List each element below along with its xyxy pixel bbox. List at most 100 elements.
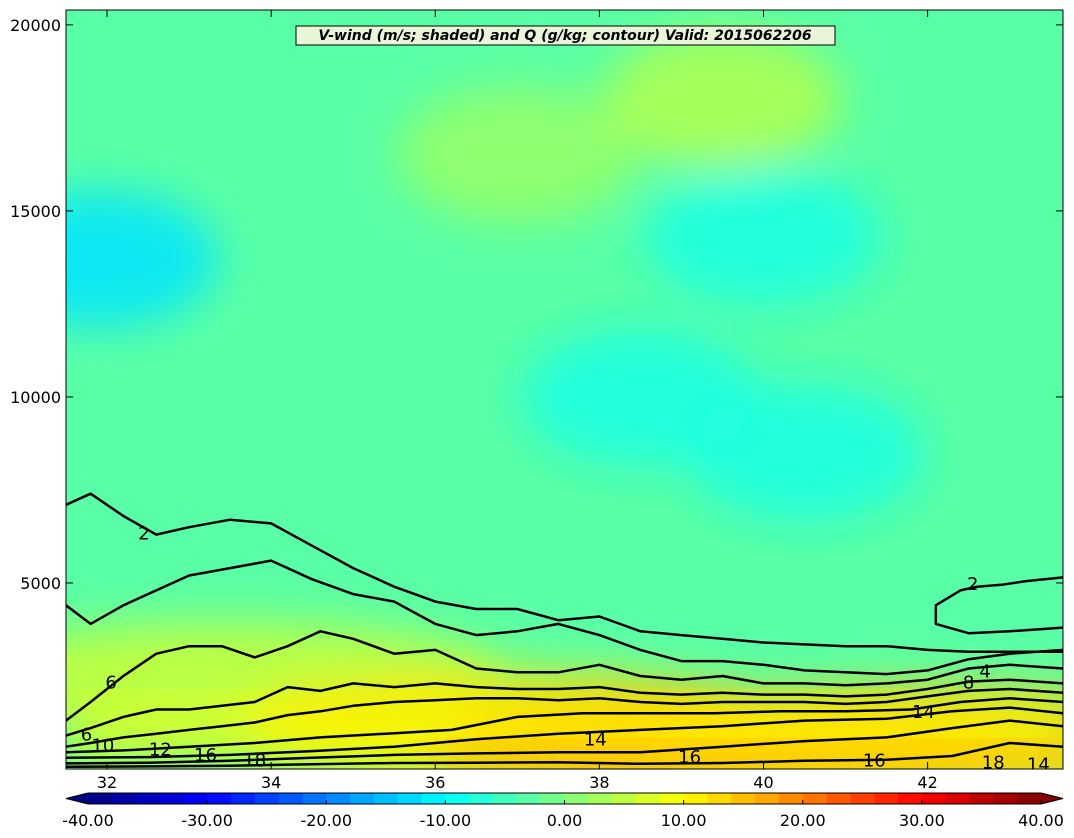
x-tick-label-0: 32 <box>97 773 117 792</box>
colorbar-bin-26 <box>707 793 732 804</box>
colorbar-bin-19 <box>540 793 565 804</box>
contour-label-6: 10 <box>91 736 114 757</box>
colorbar-bin-37 <box>969 793 994 804</box>
contour-label-8: 14 <box>584 729 607 750</box>
x-tick-label-3: 38 <box>589 773 609 792</box>
colorbar-bin-27 <box>731 793 756 804</box>
colorbar-bin-36 <box>945 793 971 804</box>
colorbar-bin-35 <box>921 793 947 804</box>
x-tick-label-1: 34 <box>261 773 281 792</box>
contour-labels: 2 2 4 6 6 8 10 12 14 14 14 16 16 16 18 18 <box>81 524 1050 775</box>
colorbar-bin-34 <box>898 793 923 804</box>
chart-title-box: V-wind (m/s; shaded) and Q (g/kg; contou… <box>295 25 836 46</box>
colorbar-bin-23 <box>635 793 661 804</box>
colorbar-bin-39 <box>1017 793 1042 804</box>
contour-line-4-2 <box>66 559 1063 676</box>
colorbar-tick-label-3: -10.00 <box>420 811 472 830</box>
colorbar-bin-24 <box>659 793 685 804</box>
colorbar-tick-label-2: -20.00 <box>300 811 352 830</box>
colorbar-bin-28 <box>755 793 780 804</box>
colorbar-extend-low <box>66 793 88 804</box>
colorbar-extend-high <box>1041 793 1063 804</box>
colorbar-tick-label-5: 10.00 <box>661 811 707 830</box>
colorbar-bin-20 <box>564 793 589 804</box>
colorbar-bin-5 <box>207 793 232 804</box>
contour-label-2: 4 <box>979 661 990 682</box>
colorbar-bin-0 <box>88 793 113 804</box>
colorbar-bin-4 <box>183 793 208 804</box>
x-tick-label-5: 42 <box>917 773 937 792</box>
contour-label-14: 18 <box>243 751 266 772</box>
contour-label-4: 6 <box>81 725 92 746</box>
contour-line-8-4 <box>66 678 1063 737</box>
contour-line-10-5 <box>66 687 1063 748</box>
colorbar-bin-11 <box>350 793 375 804</box>
colorbar-bin-22 <box>612 793 637 804</box>
shaded-surface-band <box>435 742 1063 769</box>
colorbar-bin-30 <box>802 793 828 804</box>
colorbar-tick-label-6: 20.00 <box>780 811 826 830</box>
y-tick-label-1: 10000 <box>10 388 61 407</box>
contour-label-0: 2 <box>138 524 149 545</box>
colorbar-bin-10 <box>326 793 351 804</box>
colorbar-bin-14 <box>421 793 446 804</box>
y-tick-label-0: 5000 <box>20 574 61 593</box>
colorbar-bin-31 <box>826 793 851 804</box>
shaded-feature-3 <box>643 168 884 306</box>
colorbar-tick-label-0: -40.00 <box>62 811 114 830</box>
shaded-feature-0 <box>66 190 219 328</box>
contour-label-15: 18 <box>982 752 1005 773</box>
colorbar-bin-1 <box>111 793 137 804</box>
shaded-feature-2 <box>684 384 925 522</box>
contour-lines <box>66 492 1063 769</box>
contour-line-14-7 <box>66 706 1063 760</box>
colorbar-bin-16 <box>469 793 494 804</box>
colorbar-bin-21 <box>588 793 613 804</box>
title-background <box>295 25 836 46</box>
colorbar: -40.00 -30.00 -20.00 -10.00 0.00 10.00 20.00 30… <box>62 792 1064 830</box>
x-tick-label-2: 36 <box>425 773 445 792</box>
contour-label-13: 16 <box>863 751 886 772</box>
x-tick-label-4: 40 <box>753 773 773 792</box>
colorbar-bin-18 <box>516 793 542 804</box>
contour-label-1: 2 <box>967 574 978 595</box>
contour-line-12-6 <box>66 697 1063 754</box>
colorbar-bin-13 <box>397 793 423 804</box>
colorbar-bin-38 <box>993 793 1018 804</box>
contour-line-2-1 <box>934 576 1063 635</box>
colorbar-bin-2 <box>135 793 160 804</box>
colorbar-bin-17 <box>493 793 518 804</box>
colorbar-tick-label-4: 0.00 <box>547 811 583 830</box>
y-tick-label-2: 15000 <box>10 202 61 221</box>
colorbar-bin-32 <box>850 793 875 804</box>
colorbar-bin-15 <box>445 793 470 804</box>
colorbar-tick-label-8: 40.00 <box>1018 811 1064 830</box>
contour-label-5: 8 <box>963 672 974 693</box>
colorbar-tick-label-1: -30.00 <box>181 811 233 830</box>
contour-label-12: 16 <box>678 747 701 768</box>
contour-label-9: 14 <box>912 702 935 723</box>
contour-line-6-3 <box>66 630 1063 722</box>
contour-line-2-0 <box>66 492 1063 654</box>
shaded-feature-4 <box>397 86 637 224</box>
colorbar-bin-33 <box>874 793 899 804</box>
colorbar-tick-label-7: 30.00 <box>899 811 945 830</box>
contour-label-11: 16 <box>194 745 217 766</box>
colorbar-bin-3 <box>159 793 184 804</box>
colorbar-bin-25 <box>683 793 708 804</box>
colorbar-bin-7 <box>254 793 280 804</box>
y-tick-label-3: 20000 <box>10 16 61 35</box>
colorbar-bin-29 <box>778 793 804 804</box>
colorbar-bin-8 <box>278 793 303 804</box>
contour-line-16-8 <box>66 719 1063 765</box>
colorbar-bin-12 <box>373 793 399 804</box>
colorbar-bin-9 <box>302 793 327 804</box>
contour-label-10: 14 <box>1027 754 1050 775</box>
colorbar-bin-6 <box>230 793 256 804</box>
contour-label-3: 6 <box>105 672 116 693</box>
chart-title: V-wind (m/s; shaded) and Q (g/kg; contou… <box>318 28 811 44</box>
plot-frame <box>65 9 1064 770</box>
x-axis: 32 34 36 38 40 42 <box>97 10 938 792</box>
